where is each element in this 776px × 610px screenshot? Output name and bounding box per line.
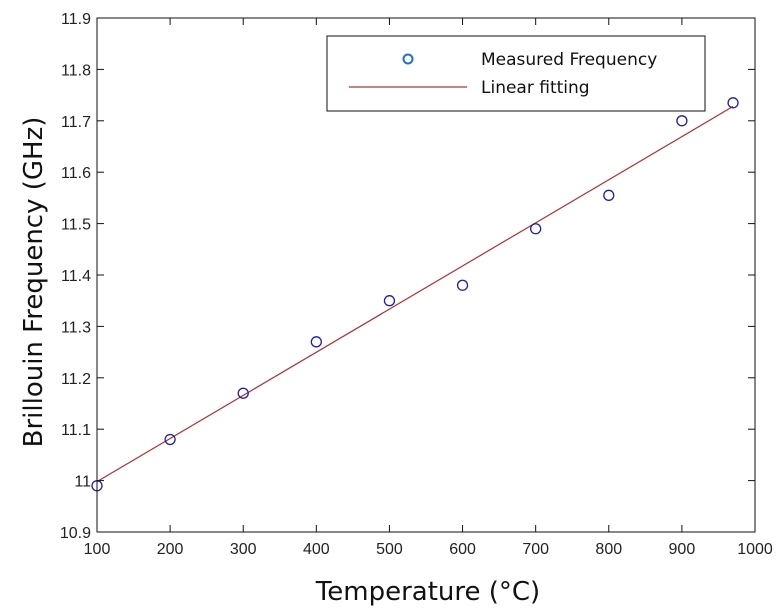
y-tick-label: 11.8 (61, 62, 91, 79)
axes: 100 200 300 400 500 600 700 800 900 1000 10.9 11 11.… (60, 11, 773, 558)
data-point (530, 223, 542, 235)
x-tick-label: 700 (522, 541, 549, 558)
y-tick-label: 11.3 (61, 319, 91, 336)
y-tick-label: 11.6 (61, 165, 91, 182)
fit-line (96, 105, 734, 483)
legend-marker-measured (402, 53, 414, 65)
data-point (237, 387, 249, 399)
y-tick-label: 11.4 (61, 268, 91, 285)
y-tick-label: 11.1 (61, 422, 91, 439)
data-point (310, 336, 322, 348)
data-point (676, 115, 688, 127)
x-tick-label: 1000 (737, 541, 773, 558)
legend: Measured Frequency Linear fitting (326, 35, 706, 112)
x-tick-label: 300 (230, 541, 257, 558)
legend-label-fit: Linear fitting (481, 78, 590, 98)
data-point (456, 279, 469, 291)
legend-label-measured: Measured Frequency (481, 50, 657, 70)
x-tick-label: 600 (449, 541, 476, 558)
x-tick-label: 800 (595, 541, 622, 558)
data-point (164, 433, 176, 446)
y-tick-label: 11.2 (61, 371, 91, 388)
y-tick-label: 11.7 (61, 114, 91, 131)
x-tick-label: 100 (84, 541, 111, 558)
x-tick-label: 900 (669, 541, 696, 558)
legend-box (326, 35, 706, 112)
y-tick-label: 10.9 (60, 525, 91, 542)
data-point (727, 97, 739, 109)
x-axis-title: Temperature (°C) (315, 577, 540, 607)
data-point (603, 189, 615, 201)
data-point (383, 295, 396, 307)
x-tick-label: 200 (157, 541, 184, 558)
x-tick-label: 400 (303, 541, 330, 558)
y-tick-label: 11.5 (61, 217, 91, 234)
y-tick-label: 11 (74, 474, 91, 491)
y-tick-label: 11.9 (61, 11, 91, 28)
x-tick-label: 500 (376, 541, 403, 558)
y-axis-title: Brillouin Frequency (GHz) (19, 117, 49, 448)
plot-area (91, 97, 739, 492)
